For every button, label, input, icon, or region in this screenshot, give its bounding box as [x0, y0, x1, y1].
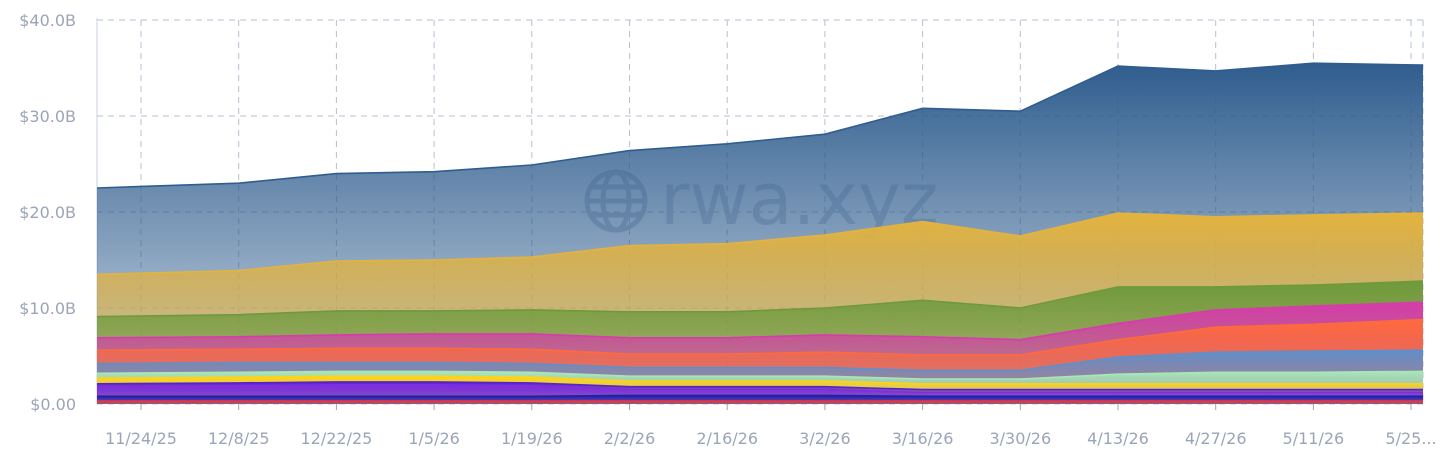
series-line	[96, 280, 1424, 318]
y-tick-label: $30.0B	[19, 107, 76, 126]
series-line	[96, 370, 1424, 380]
series-line	[96, 62, 1424, 189]
axis-layer: $0.00 $10.0B $20.0B $30.0B $40.0B 11/24/25 12/…	[19, 11, 1436, 448]
y-tick-label: $40.0B	[19, 11, 76, 30]
series-line	[96, 301, 1424, 341]
x-tick-label: 3/30/26	[989, 429, 1051, 448]
series-line	[96, 318, 1424, 356]
x-tick-label: 4/13/26	[1087, 429, 1149, 448]
series-line	[96, 381, 1423, 391]
x-tick-label: 3/2/26	[799, 429, 851, 448]
x-tick-label: 5/25...	[1385, 429, 1436, 448]
x-tick-label: 2/16/26	[696, 429, 758, 448]
x-tick-label: 2/2/26	[604, 429, 656, 448]
y-tick-label: $0.00	[30, 395, 76, 414]
y-tick-label: $20.0B	[19, 203, 76, 222]
area-layer	[96, 62, 1424, 404]
series-line	[96, 349, 1424, 372]
x-tick-label: 1/19/26	[501, 429, 563, 448]
series-line	[96, 212, 1424, 276]
series-line	[97, 394, 1423, 398]
x-tick-label: 11/24/25	[105, 429, 177, 448]
x-tick-label: 4/27/26	[1185, 429, 1247, 448]
x-tick-label: 1/5/26	[408, 429, 460, 448]
series-line	[96, 384, 1423, 394]
x-tick-label: 5/11/26	[1283, 429, 1345, 448]
x-tick-label: 12/22/25	[300, 429, 372, 448]
y-tick-label: $10.0B	[19, 299, 76, 318]
x-tick-label: 3/16/26	[892, 429, 954, 448]
series-line	[96, 375, 1423, 385]
x-tick-label: 12/8/25	[208, 429, 270, 448]
